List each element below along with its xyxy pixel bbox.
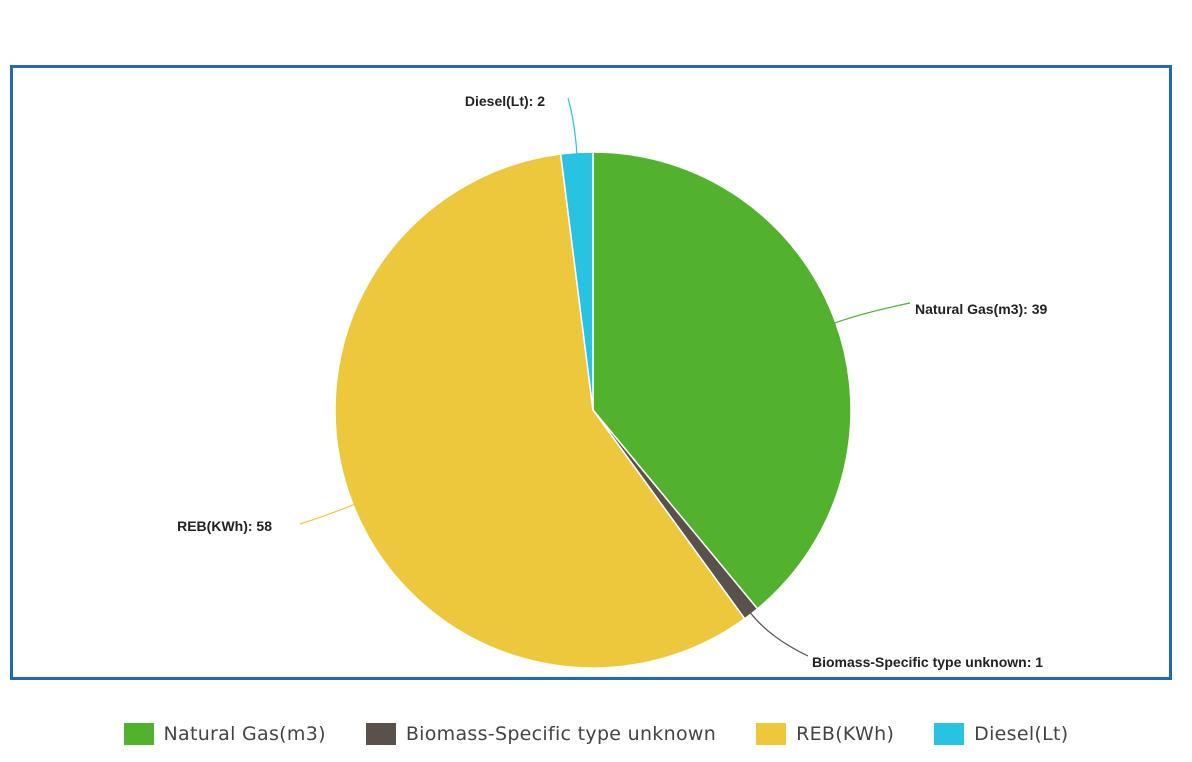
legend-item-natural-gas[interactable]: Natural Gas(m3) bbox=[123, 723, 326, 745]
data-label-diesel: Diesel(Lt): 2 bbox=[465, 93, 545, 109]
label-connectors bbox=[299, 97, 911, 657]
legend-label-reb: REB(KWh) bbox=[796, 723, 895, 745]
legend-item-reb[interactable]: REB(KWh) bbox=[756, 723, 894, 745]
pie-chart: Natural Gas(m3): 39 Biomass-Specific typ… bbox=[177, 93, 1047, 670]
connector-diesel bbox=[567, 97, 578, 155]
connector-reb bbox=[299, 503, 356, 525]
pie-slices bbox=[334, 151, 852, 669]
data-label-biomass: Biomass-Specific type unknown: 1 bbox=[812, 654, 1043, 670]
data-label-natural-gas: Natural Gas(m3): 39 bbox=[915, 301, 1047, 317]
legend-swatch-biomass bbox=[365, 723, 396, 745]
legend-swatch-natural-gas bbox=[123, 723, 154, 745]
legend-label-biomass: Biomass-Specific type unknown bbox=[405, 723, 717, 745]
legend-label-diesel: Diesel(Lt) bbox=[974, 723, 1069, 745]
data-label-reb: REB(KWh): 58 bbox=[177, 518, 272, 534]
connector-biomass bbox=[749, 611, 809, 657]
legend-item-diesel[interactable]: Diesel(Lt) bbox=[934, 723, 1068, 745]
chart-legend: Natural Gas(m3) Biomass-Specific type un… bbox=[0, 717, 1192, 751]
legend-label-natural-gas: Natural Gas(m3) bbox=[163, 723, 326, 745]
connector-natural-gas bbox=[833, 302, 911, 324]
legend-swatch-diesel bbox=[934, 723, 965, 745]
legend-item-biomass[interactable]: Biomass-Specific type unknown bbox=[365, 723, 717, 745]
legend-swatch-reb bbox=[756, 723, 787, 745]
